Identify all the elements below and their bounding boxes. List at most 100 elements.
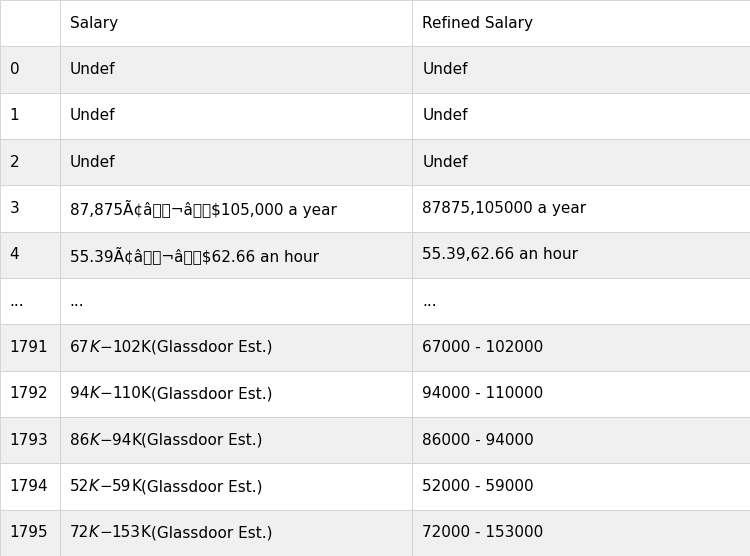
Bar bbox=[60, 417, 412, 463]
Text: −: − bbox=[99, 433, 112, 448]
Text: K: K bbox=[141, 386, 151, 401]
Bar bbox=[0, 417, 60, 463]
Text: 94: 94 bbox=[112, 433, 131, 448]
Bar bbox=[60, 139, 412, 185]
Bar bbox=[413, 46, 750, 93]
Bar bbox=[413, 232, 750, 278]
Bar bbox=[413, 185, 750, 232]
Text: K: K bbox=[89, 386, 99, 401]
Text: 72: 72 bbox=[70, 525, 89, 540]
Text: 87,875Ã¢â¬â$105,000 a year: 87,875Ã¢â¬â$105,000 a year bbox=[70, 200, 337, 217]
Text: 67000 - 102000: 67000 - 102000 bbox=[422, 340, 544, 355]
Text: (Glassdoor Est.): (Glassdoor Est.) bbox=[141, 433, 262, 448]
Text: 1795: 1795 bbox=[10, 525, 48, 540]
Bar bbox=[60, 371, 412, 417]
Bar bbox=[413, 417, 750, 463]
Text: ...: ... bbox=[10, 294, 24, 309]
Bar bbox=[60, 324, 412, 371]
Text: 55.39,62.66 an hour: 55.39,62.66 an hour bbox=[422, 247, 578, 262]
Text: Refined Salary: Refined Salary bbox=[422, 16, 533, 31]
Text: 0: 0 bbox=[10, 62, 20, 77]
Bar bbox=[60, 0, 412, 46]
Text: 4: 4 bbox=[10, 247, 20, 262]
Bar bbox=[60, 371, 412, 417]
Text: 67: 67 bbox=[70, 340, 89, 355]
Text: 1792: 1792 bbox=[10, 386, 48, 401]
Bar bbox=[0, 93, 60, 139]
Bar bbox=[0, 463, 60, 510]
Bar bbox=[0, 510, 60, 556]
Text: 52: 52 bbox=[70, 479, 89, 494]
Text: (Glassdoor Est.): (Glassdoor Est.) bbox=[151, 525, 272, 540]
Bar bbox=[60, 278, 412, 324]
Text: 1794: 1794 bbox=[10, 479, 48, 494]
Bar bbox=[60, 232, 412, 278]
Text: 52000 - 59000: 52000 - 59000 bbox=[422, 479, 534, 494]
Bar bbox=[60, 463, 412, 510]
Text: −: − bbox=[99, 386, 112, 401]
Text: −: − bbox=[99, 340, 112, 355]
Bar bbox=[413, 371, 750, 417]
Text: 1793: 1793 bbox=[10, 433, 49, 448]
Bar bbox=[413, 278, 750, 324]
Bar bbox=[0, 232, 60, 278]
Bar bbox=[60, 324, 412, 371]
Text: K: K bbox=[131, 433, 141, 448]
Text: 86: 86 bbox=[70, 433, 89, 448]
Bar bbox=[0, 278, 60, 324]
Bar bbox=[413, 93, 750, 139]
Text: K: K bbox=[89, 479, 99, 494]
Bar bbox=[413, 463, 750, 510]
Text: Undef: Undef bbox=[70, 108, 116, 123]
Bar bbox=[413, 324, 750, 371]
Text: (Glassdoor Est.): (Glassdoor Est.) bbox=[141, 479, 262, 494]
Text: ...: ... bbox=[422, 294, 436, 309]
Text: Salary: Salary bbox=[70, 16, 118, 31]
Text: Undef: Undef bbox=[422, 108, 468, 123]
Text: Undef: Undef bbox=[422, 155, 468, 170]
Bar bbox=[413, 0, 750, 46]
Text: Undef: Undef bbox=[422, 62, 468, 77]
Text: K: K bbox=[89, 340, 99, 355]
Text: 153: 153 bbox=[112, 525, 141, 540]
Bar bbox=[60, 46, 412, 93]
Text: K: K bbox=[141, 525, 151, 540]
Text: 94: 94 bbox=[70, 386, 89, 401]
Bar bbox=[60, 185, 412, 232]
Text: K: K bbox=[89, 525, 99, 540]
Text: ...: ... bbox=[70, 294, 84, 309]
Bar bbox=[413, 139, 750, 185]
Bar bbox=[0, 0, 60, 46]
Bar bbox=[60, 417, 412, 463]
Bar bbox=[60, 510, 412, 556]
Text: K: K bbox=[141, 340, 151, 355]
Bar bbox=[0, 46, 60, 93]
Text: 2: 2 bbox=[10, 155, 20, 170]
Bar bbox=[60, 93, 412, 139]
Bar bbox=[60, 463, 412, 510]
Bar bbox=[0, 185, 60, 232]
Text: 110: 110 bbox=[112, 386, 141, 401]
Text: 102: 102 bbox=[112, 340, 141, 355]
Text: 55.39Ã¢â¬â$62.66 an hour: 55.39Ã¢â¬â$62.66 an hour bbox=[70, 246, 319, 264]
Text: Undef: Undef bbox=[70, 155, 116, 170]
Text: 1791: 1791 bbox=[10, 340, 48, 355]
Text: (Glassdoor Est.): (Glassdoor Est.) bbox=[151, 340, 272, 355]
Bar bbox=[0, 371, 60, 417]
Text: 87875,105000 a year: 87875,105000 a year bbox=[422, 201, 586, 216]
Bar bbox=[0, 324, 60, 371]
Bar bbox=[60, 510, 412, 556]
Text: −: − bbox=[99, 525, 112, 540]
Text: Undef: Undef bbox=[70, 62, 116, 77]
Text: 86000 - 94000: 86000 - 94000 bbox=[422, 433, 534, 448]
Text: 94000 - 110000: 94000 - 110000 bbox=[422, 386, 544, 401]
Text: 1: 1 bbox=[10, 108, 20, 123]
Text: −: − bbox=[99, 479, 112, 494]
Text: 3: 3 bbox=[10, 201, 20, 216]
Text: K: K bbox=[89, 433, 99, 448]
Bar bbox=[0, 139, 60, 185]
Text: (Glassdoor Est.): (Glassdoor Est.) bbox=[151, 386, 272, 401]
Bar bbox=[413, 510, 750, 556]
Text: 59: 59 bbox=[112, 479, 131, 494]
Text: 72000 - 153000: 72000 - 153000 bbox=[422, 525, 544, 540]
